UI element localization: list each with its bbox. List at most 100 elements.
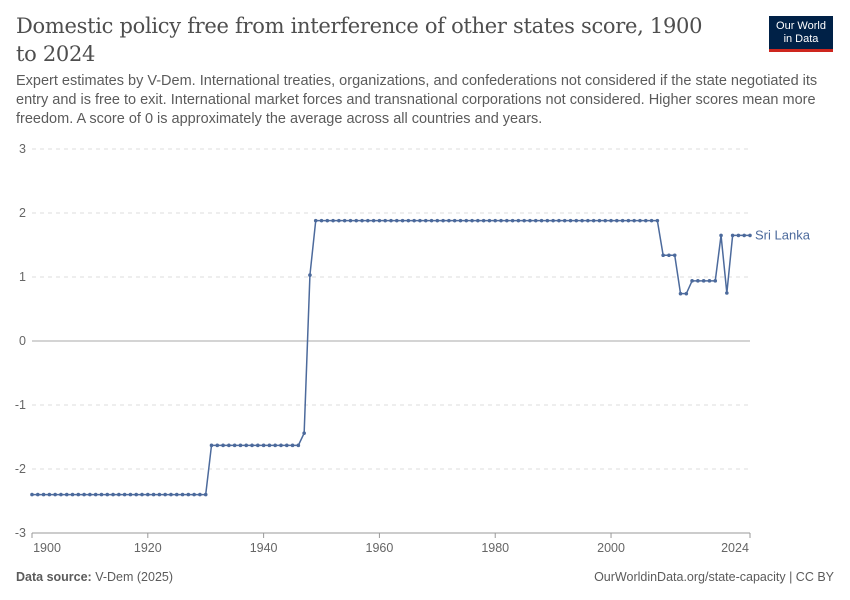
data-point [163, 492, 167, 497]
data-point [574, 218, 579, 223]
data-source: Data source: V-Dem (2025) [16, 570, 173, 584]
data-point [111, 492, 115, 497]
data-point [296, 443, 301, 448]
data-point [186, 492, 191, 497]
data-point [53, 492, 57, 497]
y-tick-label: -3 [15, 526, 26, 540]
chart-subtitle: Expert estimates by V-Dem. International… [16, 73, 818, 127]
data-point [238, 443, 243, 448]
data-point [690, 279, 694, 283]
data-point [64, 492, 69, 497]
data-point [256, 443, 260, 448]
data-point [157, 492, 162, 497]
data-point [371, 218, 376, 223]
data-point [672, 253, 677, 258]
data-point [649, 218, 654, 223]
series-line [32, 219, 750, 496]
data-point [603, 218, 608, 223]
data-point [719, 233, 723, 238]
data-point [35, 492, 40, 497]
data-point [615, 218, 619, 223]
data-point [678, 291, 683, 296]
data-point [661, 253, 665, 258]
data-point [325, 218, 330, 223]
data-point [533, 218, 538, 223]
data-point [41, 492, 46, 497]
data-point [696, 279, 700, 283]
data-point [348, 218, 353, 223]
y-tick-label: -2 [15, 462, 26, 476]
y-tick-label: 1 [19, 270, 26, 284]
data-point [383, 218, 388, 223]
data-point [452, 218, 457, 223]
data-point [151, 492, 156, 497]
data-point [516, 218, 521, 223]
data-point [250, 443, 254, 448]
data-point [192, 492, 196, 497]
data-point [140, 492, 144, 497]
x-tick-label: 2000 [597, 541, 625, 555]
data-point [713, 279, 718, 283]
data-point [209, 443, 214, 448]
data-point [146, 492, 150, 497]
data-point [476, 218, 480, 223]
data-point [337, 218, 341, 223]
data-point [412, 218, 416, 223]
data-point [435, 218, 440, 223]
x-tick-label: 1960 [366, 541, 394, 555]
data-point [620, 218, 625, 223]
data-point [313, 218, 318, 223]
y-tick-label: -1 [15, 398, 26, 412]
owid-logo[interactable]: Our World in Data [769, 16, 833, 52]
data-point [551, 218, 555, 223]
data-point [99, 492, 104, 497]
data-point [400, 218, 405, 223]
data-point [180, 492, 185, 497]
data-point [742, 233, 747, 238]
data-point [221, 443, 225, 448]
data-point [244, 443, 249, 448]
data-point [273, 443, 277, 448]
data-point [487, 218, 492, 223]
data-point [47, 492, 52, 497]
data-point [279, 443, 283, 448]
data-point [447, 218, 451, 223]
data-point [539, 218, 544, 223]
data-point [366, 218, 370, 223]
data-point [470, 218, 474, 223]
data-point [267, 443, 272, 448]
x-tick-label: 1980 [481, 541, 509, 555]
data-point [302, 431, 306, 435]
data-point [122, 492, 127, 497]
footer-link[interactable]: OurWorldinData.org/state-capacity | CC B… [594, 570, 834, 584]
data-point [499, 218, 503, 223]
data-point [93, 492, 98, 497]
data-point [354, 218, 359, 223]
data-point [418, 218, 422, 223]
data-point [174, 492, 179, 497]
data-point [76, 492, 81, 497]
data-point [88, 492, 92, 497]
data-point [227, 443, 231, 448]
data-point [308, 273, 312, 277]
data-point [128, 492, 133, 497]
chart-title: Domestic policy free from interference o… [16, 14, 703, 66]
data-point [70, 492, 75, 497]
data-point [331, 218, 335, 223]
data-point [215, 443, 220, 448]
data-point [568, 218, 573, 223]
data-point [319, 218, 324, 223]
data-point [626, 218, 631, 223]
data-point [545, 218, 550, 223]
data-point [429, 218, 434, 223]
data-point [169, 492, 173, 497]
source-link[interactable]: V-Dem (2025) [95, 570, 174, 584]
data-point [458, 218, 463, 223]
data-point [394, 218, 399, 223]
data-point [748, 233, 752, 238]
x-tick-label: 1940 [250, 541, 278, 555]
data-point [655, 218, 660, 223]
data-point [360, 218, 364, 223]
data-point [290, 443, 295, 448]
